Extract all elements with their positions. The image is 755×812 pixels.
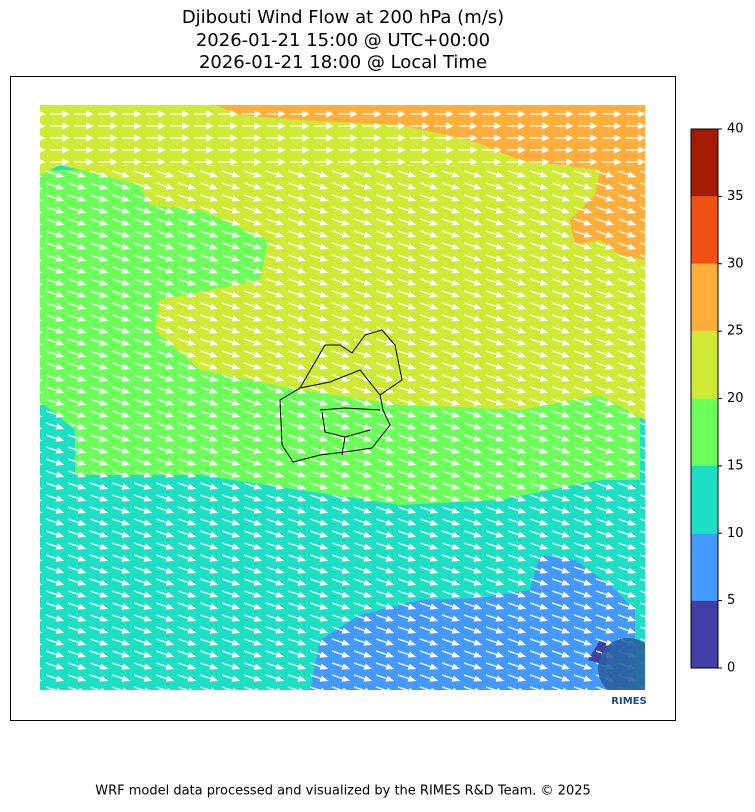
colorbar-segment: [691, 263, 718, 332]
title-line: 2026-01-21 15:00 @ UTC+00:00: [196, 30, 490, 51]
title-line: Djibouti Wind Flow at 200 hPa (m/s): [182, 7, 504, 28]
colorbar-segment: [691, 600, 718, 668]
map: [40, 105, 645, 690]
colorbar-segment: [691, 465, 718, 534]
colorbar: 0 5 10 15 20 25 30 35 40: [690, 122, 744, 676]
colorbar-tick-label: 30: [727, 256, 744, 271]
wind-arrows: [40, 165, 645, 690]
colorbar-tick-label: 10: [727, 526, 744, 541]
footer: WRF model data processed and visualized …: [95, 784, 591, 799]
map-frame: [10, 76, 676, 721]
wind-arrows: [40, 105, 645, 165]
colorbar-segment: [691, 533, 718, 601]
colorbar-segment: [691, 331, 718, 399]
colorbar-tick-label: 25: [727, 324, 744, 339]
colorbar-segment: [691, 398, 718, 466]
colorbar-tick-label: 5: [727, 593, 735, 608]
colorbar-segment: [691, 129, 718, 197]
country-border: [279, 329, 403, 463]
colorbar-tick-label: 35: [727, 189, 744, 204]
colorbar-tick-label: 20: [727, 391, 744, 406]
title-line: 2026-01-21 18:00 @ Local Time: [199, 52, 487, 73]
logo-text: RIMES: [611, 696, 646, 707]
colorbar-segment: [691, 196, 718, 264]
colorbar-tick-label: 40: [727, 122, 744, 137]
logo-emblem: [598, 638, 645, 690]
colorbar-tick-label: 0: [727, 661, 735, 676]
colorbar-tick-label: 15: [727, 458, 744, 473]
